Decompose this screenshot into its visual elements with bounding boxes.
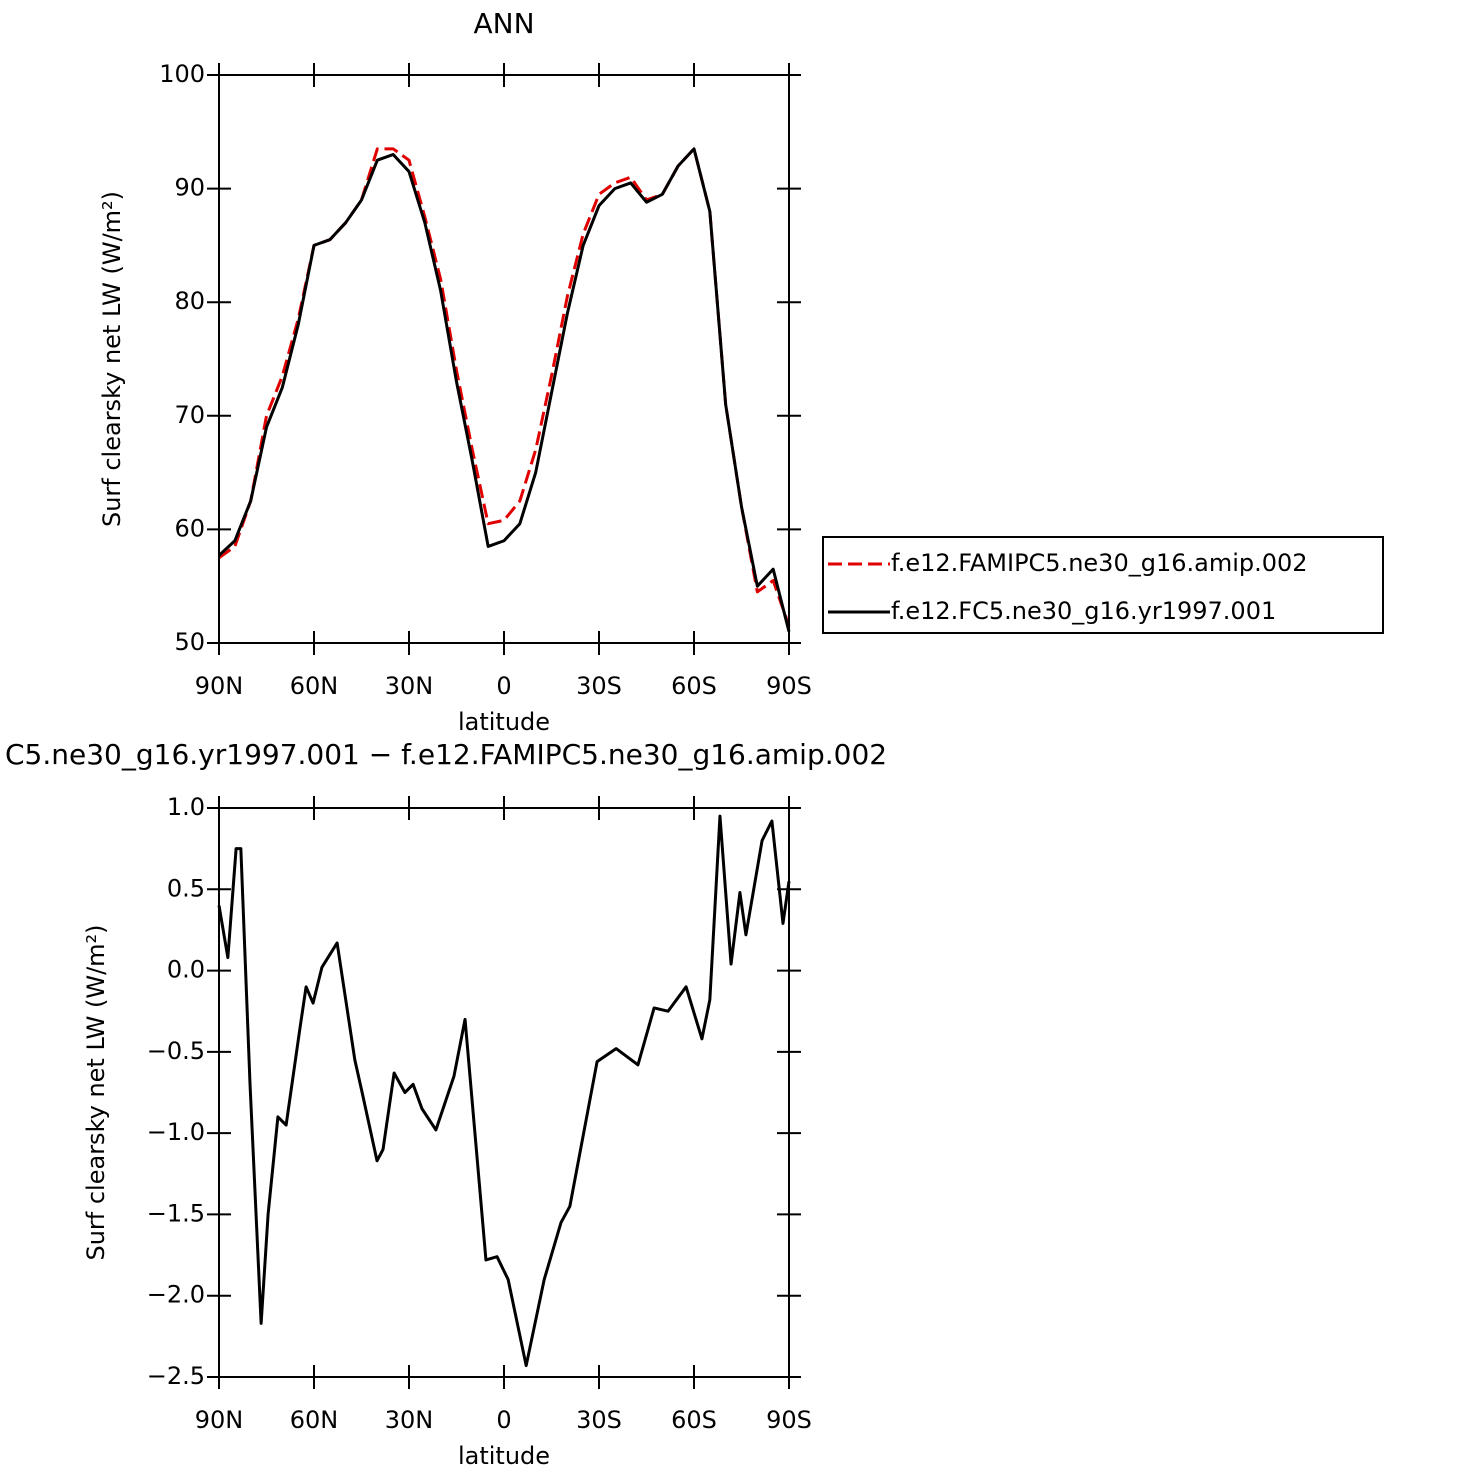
y-tick-label: 100 (159, 60, 205, 88)
y-tick-label: 90 (174, 174, 205, 202)
x-tick-label: 60N (290, 1406, 339, 1434)
y-tick-label: −1.5 (147, 1199, 205, 1227)
y-tick-label: −0.5 (147, 1037, 205, 1065)
y-tick-label: 50 (174, 628, 205, 656)
x-tick-label: 90S (766, 672, 812, 700)
x-tick-label: 90S (766, 1406, 812, 1434)
x-tick-label: 30N (385, 672, 434, 700)
chart-title: C5.ne30_g16.yr1997.001 − f.e12.FAMIPC5.n… (5, 738, 887, 771)
y-tick-label: −2.0 (147, 1281, 205, 1309)
y-axis-label: Surf clearsky net LW (W/m²) (98, 191, 126, 527)
y-tick-label: −2.5 (147, 1362, 205, 1390)
y-tick-label: 0.0 (167, 956, 205, 984)
x-axis-label: latitude (458, 1442, 550, 1470)
series-line (218, 147, 791, 627)
chart-title: ANN (473, 7, 534, 40)
y-tick-label: 70 (174, 401, 205, 429)
series-line (217, 147, 791, 633)
y-tick-label: −1.0 (147, 1118, 205, 1146)
legend-box (822, 536, 1384, 634)
x-tick-label: 60N (290, 672, 339, 700)
x-tick-label: 90N (195, 672, 244, 700)
series-line (217, 814, 791, 1368)
y-tick-label: 60 (174, 514, 205, 542)
x-tick-label: 0 (496, 672, 511, 700)
x-tick-label: 60S (671, 1406, 717, 1434)
legend-label: f.e12.FAMIPC5.ne30_g16.amip.002 (891, 549, 1308, 577)
plot-frame (218, 807, 790, 1378)
x-tick-label: 60S (671, 672, 717, 700)
y-tick-label: 80 (174, 287, 205, 315)
x-tick-label: 0 (496, 1406, 511, 1434)
y-axis-label: Surf clearsky net LW (W/m²) (82, 924, 110, 1260)
y-tick-label: 1.0 (167, 793, 205, 821)
plot-frame (218, 74, 790, 644)
x-tick-label: 30S (576, 1406, 622, 1434)
x-axis-label: latitude (458, 708, 550, 736)
x-tick-label: 30S (576, 672, 622, 700)
x-tick-label: 90N (195, 1406, 244, 1434)
x-tick-label: 30N (385, 1406, 434, 1434)
legend-label: f.e12.FC5.ne30_g16.yr1997.001 (891, 597, 1276, 625)
y-tick-label: 0.5 (167, 874, 205, 902)
